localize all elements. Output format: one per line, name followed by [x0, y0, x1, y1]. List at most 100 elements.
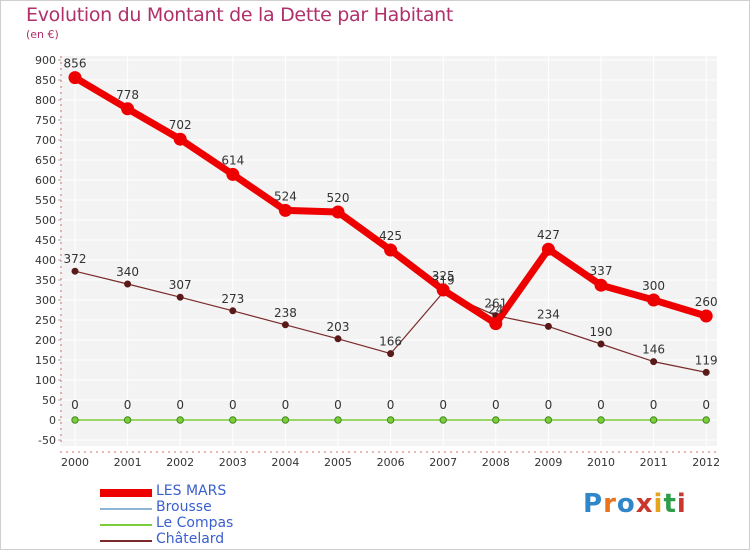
- x-tick-label: 2010: [587, 456, 615, 469]
- data-label-ch-telard: 203: [327, 320, 350, 334]
- chart-title: Evolution du Montant de la Dette par Hab…: [26, 4, 454, 26]
- data-point-le-compas: [281, 416, 290, 424]
- y-tick-label: 250: [35, 314, 56, 327]
- logo-letter: P: [583, 489, 604, 519]
- logo-letter: i: [653, 489, 664, 519]
- x-tick-label: 2002: [166, 456, 194, 469]
- legend-label-brousse: Brousse: [156, 499, 212, 515]
- data-point-le-compas: [229, 416, 237, 424]
- proxiti-logo: Proxiti: [583, 489, 687, 519]
- x-tick-label: 2008: [482, 456, 510, 469]
- data-point-le-compas: [176, 416, 184, 424]
- data-label-le-compas: 0: [702, 398, 710, 412]
- y-tick-label: 750: [35, 114, 56, 127]
- data-point-ch-telard: [334, 335, 342, 343]
- x-tick-label: 2011: [640, 456, 668, 469]
- data-point-les-mars: [647, 293, 661, 307]
- x-tick-label: 2009: [534, 456, 562, 469]
- data-point-ch-telard: [281, 321, 289, 329]
- data-label-le-compas: 0: [545, 398, 553, 412]
- data-label-le-compas: 0: [124, 398, 132, 412]
- data-label-ch-telard: 372: [64, 252, 87, 266]
- legend-swatch-brousse: [100, 508, 152, 510]
- data-label-les-mars: 260: [695, 295, 718, 309]
- y-tick-label: 850: [35, 74, 56, 87]
- x-tick-label: 2006: [377, 456, 405, 469]
- data-label-le-compas: 0: [282, 398, 290, 412]
- data-label-le-compas: 0: [176, 398, 184, 412]
- data-point-les-mars: [436, 283, 450, 297]
- data-label-ch-telard: 340: [116, 265, 139, 279]
- data-label-ch-telard: 119: [695, 353, 718, 367]
- data-point-ch-telard: [597, 340, 605, 348]
- x-tick-label: 2005: [324, 456, 352, 469]
- data-point-ch-telard: [544, 322, 552, 330]
- data-label-le-compas: 0: [439, 398, 447, 412]
- data-point-les-mars: [278, 203, 292, 217]
- data-label-les-mars: 614: [221, 153, 244, 167]
- data-label-le-compas: 0: [650, 398, 658, 412]
- legend-item-le-compas[interactable]: Le Compas: [100, 515, 300, 533]
- data-point-le-compas: [649, 416, 658, 424]
- y-tick-label: 650: [35, 154, 56, 167]
- y-tick-label: 50: [42, 394, 56, 407]
- data-label-ch-telard: 238: [274, 306, 297, 320]
- data-label-les-mars: 325: [432, 269, 455, 283]
- data-point-ch-telard: [387, 350, 395, 358]
- data-point-le-compas: [544, 416, 553, 424]
- legend-item-brousse[interactable]: Brousse: [100, 499, 300, 517]
- data-label-les-mars: 425: [379, 229, 402, 243]
- data-point-les-mars: [594, 278, 608, 292]
- y-tick-label: 400: [35, 254, 56, 267]
- line-chart: -50 0 50 100 150 200 250 300 350 400 450 500 550 600 6…: [35, 54, 720, 469]
- data-point-ch-telard: [702, 368, 710, 376]
- data-label-les-mars: 427: [537, 228, 560, 242]
- logo-letter: o: [616, 489, 636, 519]
- data-point-les-mars: [331, 205, 345, 219]
- legend-swatch-chatelard: [100, 540, 152, 542]
- data-label-les-mars: 856: [64, 57, 87, 71]
- data-label-le-compas: 0: [71, 398, 79, 412]
- x-tick-label: 2000: [61, 456, 89, 469]
- y-tick-label: 500: [35, 214, 56, 227]
- x-tick-label: 2001: [114, 456, 142, 469]
- y-tick-label: 350: [35, 274, 56, 287]
- y-tick-label: 550: [35, 194, 56, 207]
- logo-letter: x: [635, 489, 654, 519]
- logo-letter: i: [676, 489, 687, 519]
- legend-swatch-le-compas: [100, 524, 152, 526]
- data-point-le-compas: [492, 416, 500, 424]
- y-tick-label: 800: [35, 94, 56, 107]
- legend-item-chatelard[interactable]: Châtelard: [100, 531, 300, 549]
- data-point-ch-telard: [71, 267, 79, 275]
- data-label-les-mars: 337: [590, 264, 613, 278]
- data-point-les-mars: [699, 309, 713, 323]
- x-tick-label: 2007: [429, 456, 457, 469]
- logo-letter: r: [603, 489, 617, 519]
- x-tick-label: 2003: [219, 456, 247, 469]
- data-point-ch-telard: [229, 307, 237, 315]
- y-tick-label: -50: [38, 434, 56, 447]
- data-point-les-mars: [173, 132, 187, 146]
- data-label-le-compas: 0: [387, 398, 395, 412]
- data-point-les-mars: [541, 242, 555, 256]
- data-label-ch-telard: 146: [642, 343, 665, 357]
- data-point-le-compas: [123, 416, 132, 424]
- data-point-les-mars: [384, 243, 398, 257]
- data-point-le-compas: [334, 416, 342, 424]
- y-tick-label: 900: [35, 54, 56, 67]
- data-label-les-mars: 24: [488, 303, 503, 317]
- data-point-le-compas: [439, 416, 447, 424]
- x-tick-label: 2012: [692, 456, 720, 469]
- y-tick-label: 300: [35, 294, 56, 307]
- data-label-ch-telard: 261: [484, 297, 507, 311]
- data-label-le-compas: 0: [334, 398, 342, 412]
- y-tick-label: 100: [35, 374, 56, 387]
- data-point-les-mars: [489, 317, 503, 331]
- legend-label-les-mars: LES MARS: [156, 483, 227, 499]
- logo-letter: t: [663, 489, 677, 519]
- y-tick-label: 150: [35, 354, 56, 367]
- data-point-ch-telard: [124, 280, 132, 288]
- legend-item-les-mars[interactable]: LES MARS: [100, 483, 300, 501]
- data-label-ch-telard: 273: [221, 292, 244, 306]
